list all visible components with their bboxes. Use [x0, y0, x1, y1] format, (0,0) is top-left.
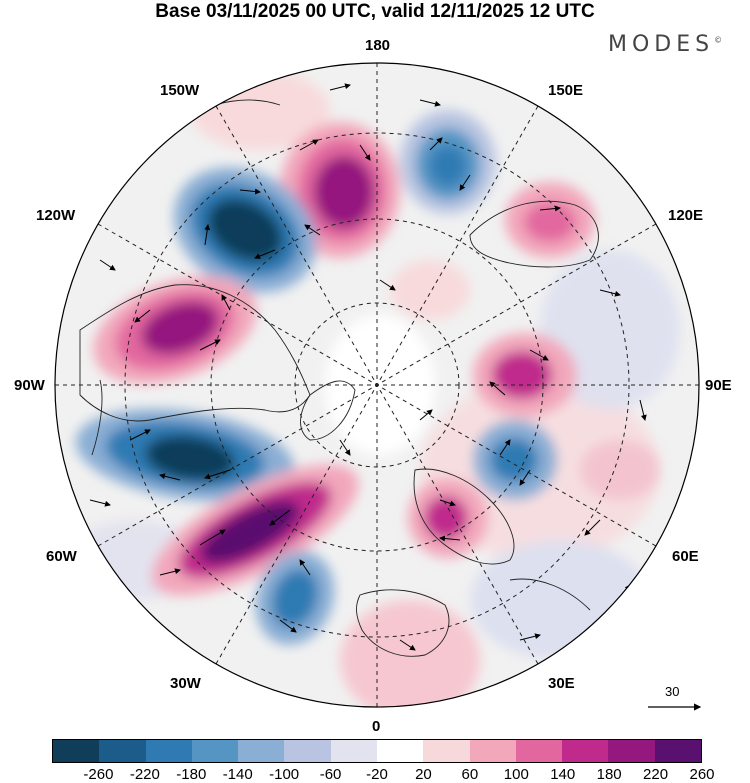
lon-label-150e: 150E — [548, 82, 584, 99]
lon-label-90w: 90W — [14, 377, 45, 394]
colorbar-label: 220 — [643, 766, 669, 783]
lon-label-0: 0 — [372, 718, 381, 735]
colorbar-swatch-4 — [238, 740, 285, 762]
colorbar-swatch-7 — [376, 740, 424, 762]
lon-label-180: 180 — [365, 37, 391, 54]
map-frame — [54, 62, 700, 708]
lon-label-90e: 90E — [705, 377, 732, 394]
colorbar-label: 20 — [415, 766, 432, 783]
colorbar-label: 140 — [550, 766, 576, 783]
colorbar-swatch-5 — [284, 740, 331, 762]
colorbar-swatch-9 — [469, 740, 516, 762]
colorbar-swatch-12 — [608, 740, 655, 762]
lon-label-60w: 60W — [46, 548, 77, 565]
colorbar-swatch-6 — [330, 740, 377, 762]
logo-mark: © — [714, 35, 723, 45]
lon-label-120w: 120W — [36, 207, 76, 224]
colorbar-label: -140 — [222, 766, 253, 783]
colorbar-label: 60 — [461, 766, 479, 783]
colorbar-label: 260 — [689, 766, 715, 783]
map-title: Base 03/11/2025 00 UTC, valid 12/11/2025… — [155, 1, 595, 22]
colorbar-swatch-11 — [562, 740, 609, 762]
reference-vector-label: 30 — [665, 684, 680, 699]
colorbar — [52, 739, 702, 763]
wind-vectors — [89, 83, 647, 651]
colorbar-label: 180 — [596, 766, 622, 783]
colorbar-swatch-2 — [145, 740, 192, 762]
colorbar-swatch-3 — [191, 740, 239, 762]
anomaly-field — [55, 63, 699, 707]
colorbar-label: -220 — [129, 766, 160, 783]
colorbar-label: -260 — [83, 766, 114, 783]
lon-label-30e: 30E — [548, 675, 575, 692]
graticule — [55, 63, 699, 707]
colorbar-swatch-0 — [53, 740, 100, 762]
modes-logo: MODES© — [608, 32, 722, 57]
lon-label-150w: 150W — [160, 82, 200, 99]
colorbar-swatch-8 — [423, 740, 470, 762]
colorbar-swatch-1 — [99, 740, 146, 762]
logo-text: MODES — [608, 32, 715, 57]
lon-label-120e: 120E — [668, 207, 704, 224]
colorbar-label: -20 — [366, 766, 388, 783]
colorbar-label: -60 — [319, 766, 342, 783]
colorbar-swatch-10 — [515, 740, 563, 762]
polar-map — [54, 62, 702, 711]
colorbar-label: -100 — [269, 766, 300, 783]
lon-label-60e: 60E — [672, 548, 699, 565]
lon-label-30w: 30W — [170, 675, 201, 692]
colorbar-label: -180 — [176, 766, 207, 783]
colorbar-swatch-13 — [654, 740, 701, 762]
colorbar-label: 100 — [503, 766, 529, 783]
